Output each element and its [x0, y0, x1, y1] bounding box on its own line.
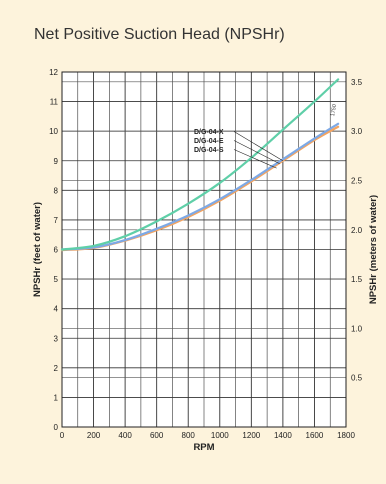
- rpm-annotation: 1750: [330, 104, 338, 117]
- y2-axis-label: NPSHr (meters of water): [368, 195, 379, 304]
- x-tick-label: 1800: [337, 431, 355, 440]
- series-line-d-g-04-s: [60, 122, 340, 251]
- y-tick-label: 6: [54, 246, 59, 255]
- y-tick-label: 11: [50, 98, 59, 107]
- y-axis-label: NPSHr (feet of water): [32, 202, 43, 297]
- x-tick-label: 1600: [306, 431, 324, 440]
- y2-tick-label: 3.5: [351, 78, 363, 87]
- x-tick-label: 400: [118, 431, 132, 440]
- y2-tick-label: 1.5: [351, 275, 363, 284]
- y-tick-label: 7: [54, 216, 59, 225]
- y2-tick-label: 1.0: [351, 324, 363, 333]
- legend-label-d-g-04-s: D/G-04-S: [194, 147, 224, 154]
- legend-leader-line: [233, 140, 280, 164]
- y-tick-label: 5: [54, 275, 59, 284]
- y-tick-label: 2: [54, 364, 59, 373]
- y-tick-label: 0: [54, 423, 59, 432]
- legend-label-d-g-04-e: D/G-04-E: [194, 138, 224, 145]
- legend-leader-line: [233, 131, 284, 162]
- x-axis-label: RPM: [193, 442, 214, 453]
- legend-leader-line: [233, 149, 277, 169]
- x-tick-label: 0: [60, 431, 65, 440]
- x-tick-label: 1000: [211, 431, 229, 440]
- series-line-d-g-04-x: [60, 78, 340, 251]
- y-tick-label: 4: [54, 305, 59, 314]
- y2-tick-label: 3.0: [351, 127, 363, 136]
- y2-tick-label: 2.0: [351, 226, 363, 235]
- y-tick-label: 1: [54, 393, 59, 402]
- y-tick-label: 10: [49, 127, 58, 136]
- x-tick-label: 1400: [274, 431, 292, 440]
- y-tick-label: 12: [49, 68, 58, 77]
- chart-title: Net Positive Suction Head (NPSHr): [34, 26, 285, 43]
- x-tick-label: 600: [150, 431, 164, 440]
- x-tick-label: 800: [182, 431, 196, 440]
- x-tick-label: 200: [87, 431, 101, 440]
- legend-label-d-g-04-x: D/G-04-X: [194, 129, 224, 136]
- y2-tick-label: 0.5: [351, 374, 363, 383]
- x-tick-label: 1200: [242, 431, 260, 440]
- y-tick-label: 8: [54, 186, 59, 195]
- y2-tick-label: 2.5: [351, 176, 363, 185]
- y-tick-label: 3: [54, 334, 59, 343]
- y-tick-label: 9: [54, 157, 59, 166]
